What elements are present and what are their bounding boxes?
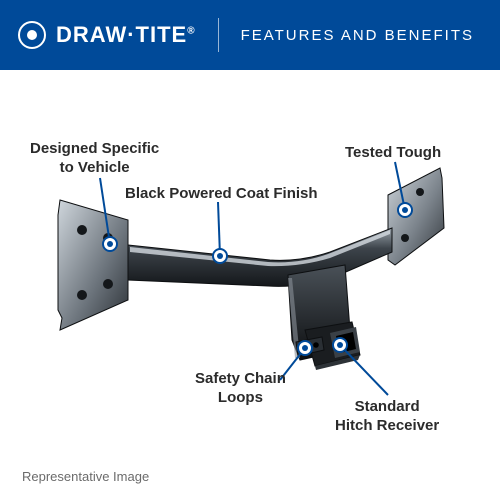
bolt-hole — [416, 188, 424, 196]
hitch-illustration — [0, 70, 500, 500]
callout-designed-specific: Designed Specific to Vehicle — [30, 140, 159, 178]
cross-bar — [128, 228, 392, 286]
bolt-hole — [103, 279, 113, 289]
bolt-hole — [77, 290, 87, 300]
callout-hitch-receiver: Standard Hitch Receiver — [335, 398, 439, 436]
chain-loop-hole — [313, 342, 319, 348]
logo-word: DRAW·TITE — [56, 22, 187, 47]
right-plate — [388, 168, 444, 265]
header-divider — [218, 18, 219, 52]
registered-icon: ® — [187, 26, 195, 37]
bolt-hole — [77, 225, 87, 235]
footnote: Representative Image — [22, 469, 149, 484]
logo: DRAW·TITE® — [18, 21, 196, 49]
callout-tested-tough: Tested Tough — [345, 144, 441, 163]
header-title: FEATURES AND BENEFITS — [241, 27, 474, 44]
chain-loop-hole — [303, 344, 309, 350]
callout-black-finish: Black Powered Coat Finish — [125, 185, 318, 204]
bolt-hole — [103, 233, 113, 243]
callout-safety-chain-loops: Safety Chain Loops — [195, 370, 286, 408]
logo-text: DRAW·TITE® — [56, 22, 196, 48]
diagram-area: Designed Specific to Vehicle Black Power… — [0, 70, 500, 500]
left-plate — [58, 200, 128, 330]
header: DRAW·TITE® FEATURES AND BENEFITS — [0, 0, 500, 70]
hitch-ball-icon — [18, 21, 46, 49]
bolt-hole — [401, 234, 409, 242]
